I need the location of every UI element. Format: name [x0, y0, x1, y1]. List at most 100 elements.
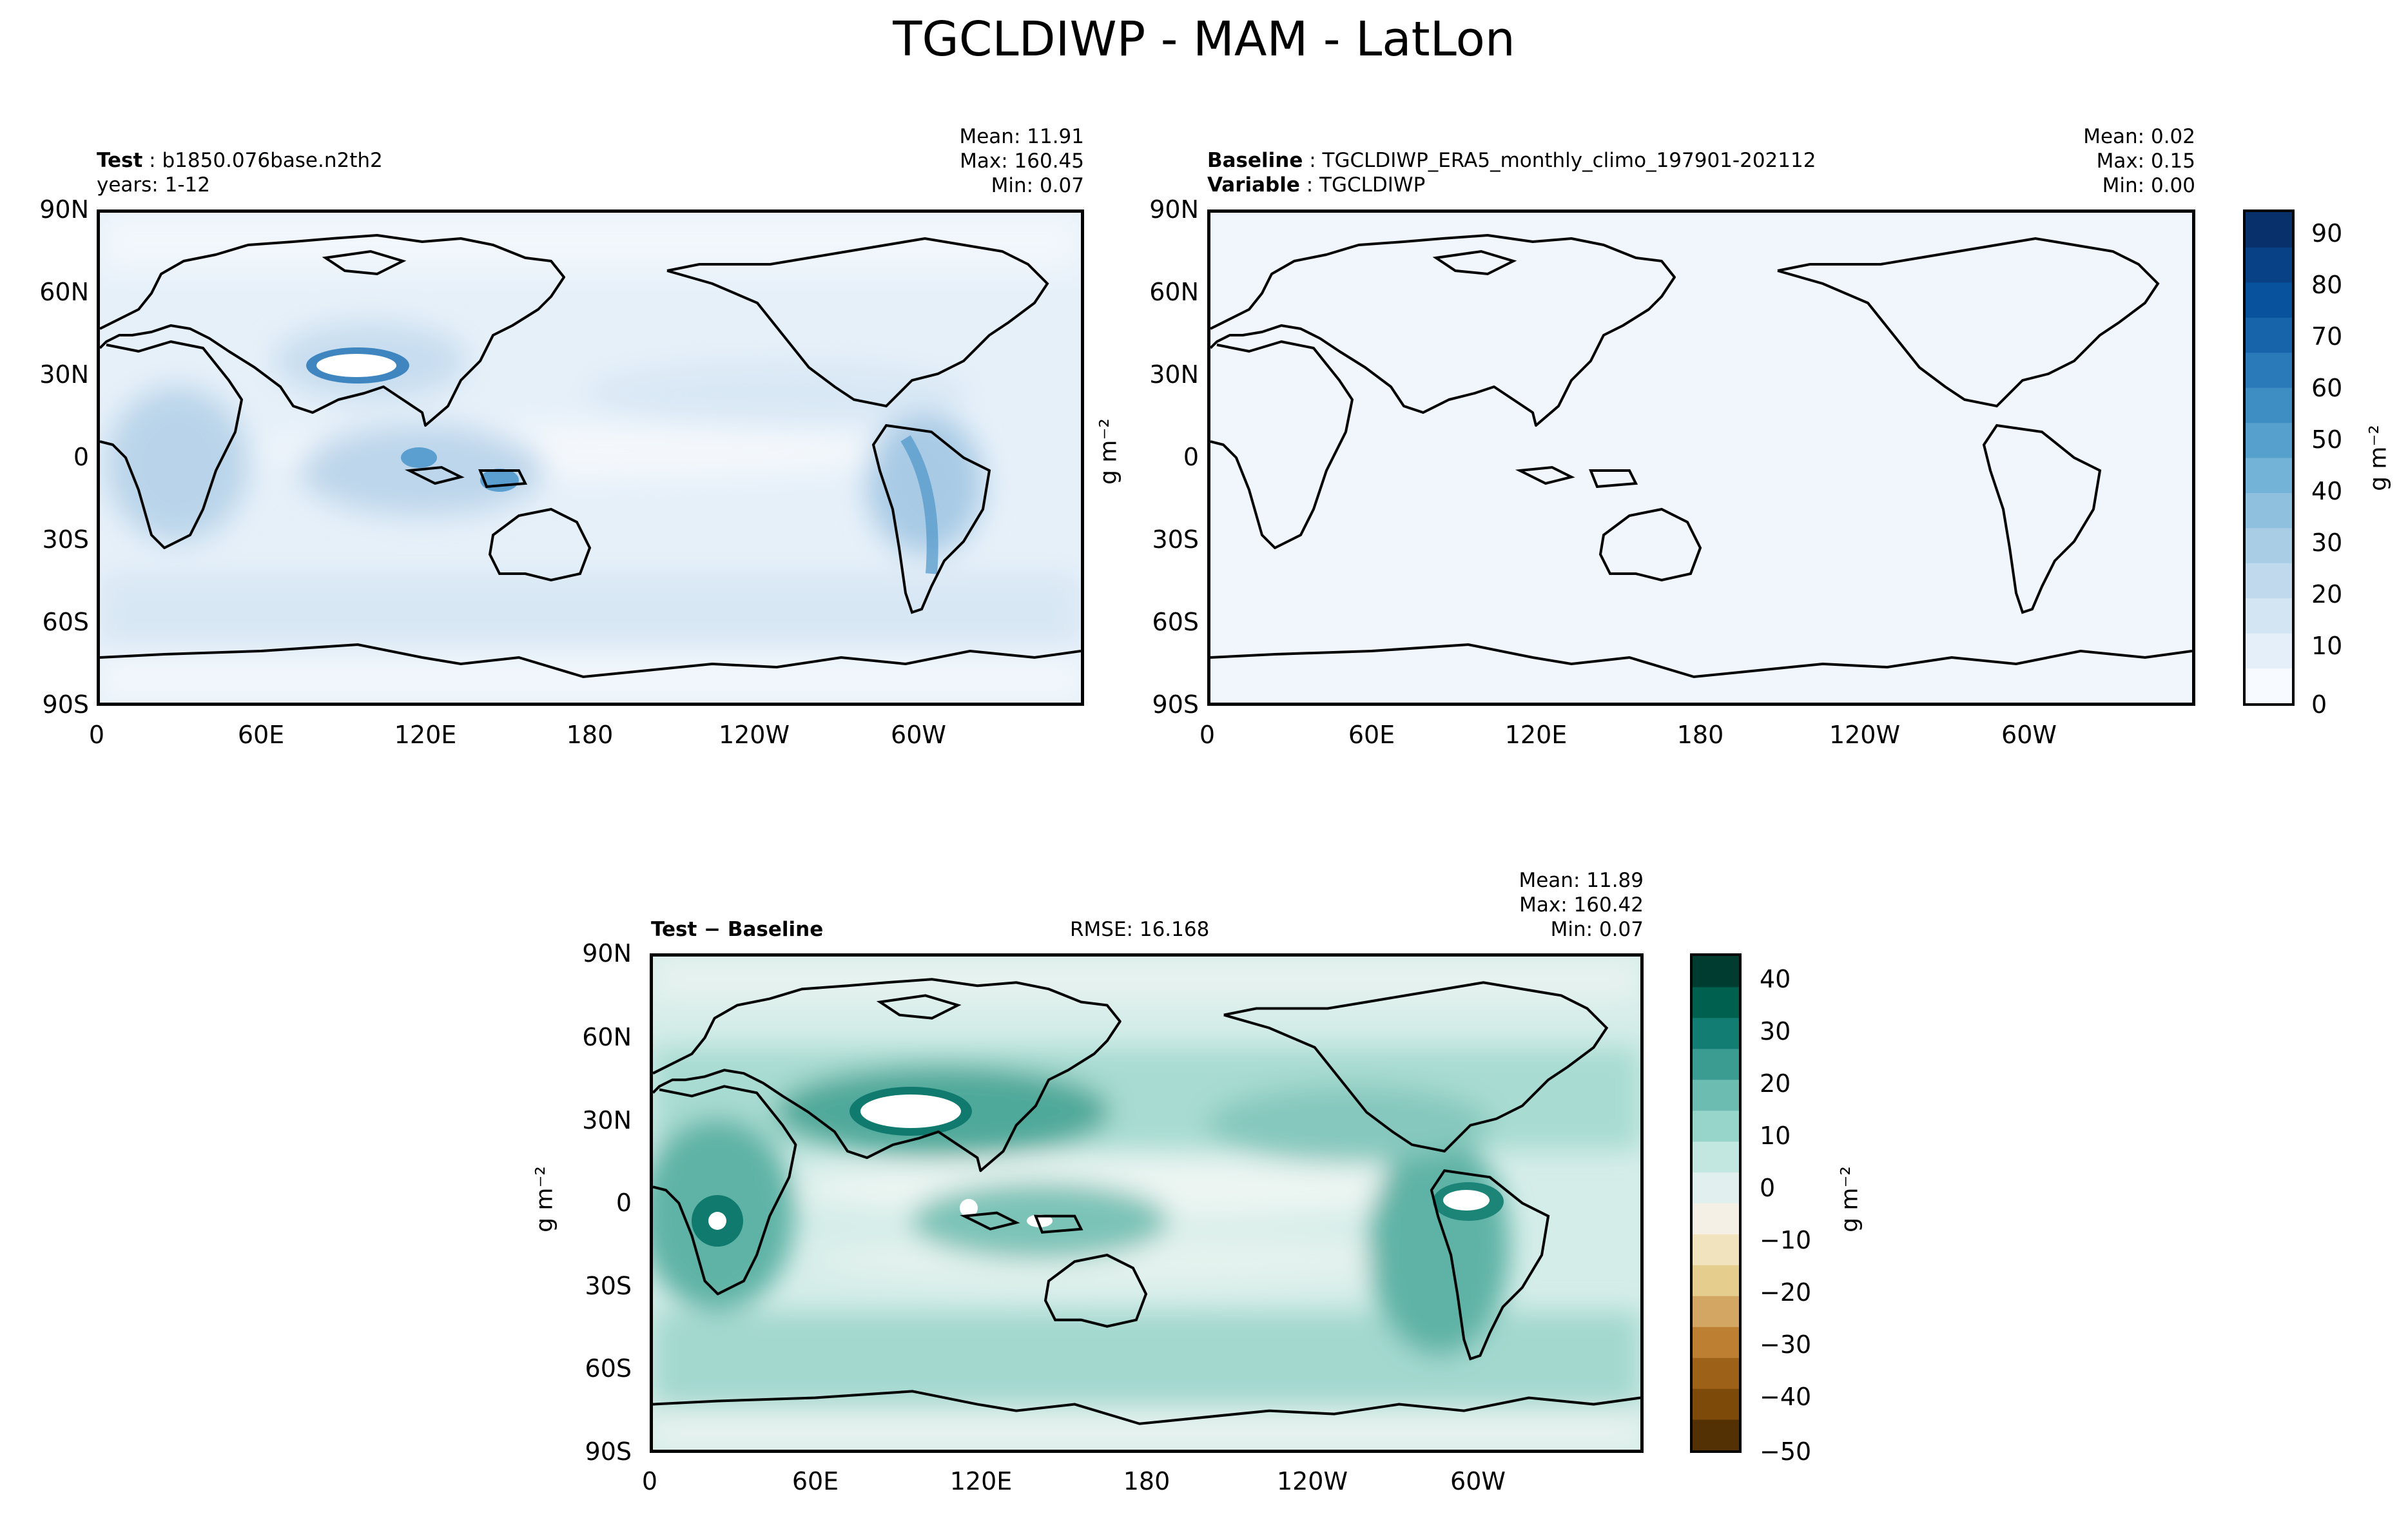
brbg-swatch — [1693, 1079, 1739, 1111]
diff-ytick: 60S — [585, 1354, 632, 1383]
baseline-ytick: 60N — [1149, 278, 1199, 306]
baseline-ytick: 90N — [1149, 195, 1199, 224]
baseline-header: Baseline : TGCLDIWP_ERA5_monthly_climo_1… — [1207, 149, 1816, 197]
diff-min: Min: 0.07 — [1550, 918, 1644, 941]
baseline-xtick: 60W — [2001, 721, 2057, 749]
diff-ytick: 90S — [585, 1437, 632, 1466]
blues-tick: 10 — [2311, 632, 2343, 660]
test-xtick: 60E — [237, 721, 285, 749]
blues-swatch — [2246, 282, 2292, 318]
brbg-swatch — [1693, 1048, 1739, 1080]
figure-title: TGCLDIWP - MAM - LatLon — [893, 12, 1515, 67]
brbg-swatch — [1693, 1172, 1739, 1203]
blues-swatch — [2246, 212, 2292, 248]
brbg-tick: −30 — [1760, 1330, 1812, 1359]
test-ytick: 90S — [42, 690, 89, 719]
test-mean: Mean: 11.91 — [959, 125, 1084, 148]
test-tibet-max — [316, 354, 396, 377]
test-ytick: 30S — [42, 525, 89, 554]
baseline-label: Baseline — [1207, 149, 1303, 172]
blues-swatch — [2246, 598, 2292, 634]
blues-tick: 0 — [2311, 690, 2327, 719]
blues-swatch — [2246, 422, 2292, 458]
brbg-swatch — [1693, 1357, 1739, 1389]
test-coastlines — [100, 234, 1081, 679]
brbg-tick: −50 — [1760, 1437, 1812, 1466]
baseline-max: Max: 0.15 — [2096, 150, 2195, 173]
blues-swatch — [2246, 527, 2292, 563]
baseline-xtick: 60E — [1348, 721, 1395, 749]
test-stats: Mean: 11.91 Max: 160.45 Min: 0.07 — [959, 124, 1084, 198]
brbg-tick: 20 — [1760, 1069, 1791, 1098]
brbg-tick: 0 — [1760, 1174, 1776, 1202]
diff-tibet-max — [860, 1095, 961, 1128]
test-xtick: 0 — [88, 721, 105, 749]
blues-swatch — [2246, 247, 2292, 283]
diff-map — [650, 953, 1644, 1453]
test-map — [97, 209, 1084, 706]
blues-tick: 80 — [2311, 271, 2343, 299]
diff-rmse: RMSE: 16.168 — [1070, 918, 1210, 941]
brbg-swatch — [1693, 1203, 1739, 1234]
diff-coastlines — [653, 979, 1640, 1425]
diff-ylabel: g m⁻² — [531, 1166, 558, 1232]
diff-stats: Mean: 11.89 Max: 160.42 Min: 0.07 — [1519, 868, 1644, 942]
test-ytick: 90N — [39, 195, 89, 224]
blues-swatch — [2246, 633, 2292, 669]
blues-swatch — [2246, 492, 2292, 529]
diff-xtick: 60E — [791, 1467, 839, 1495]
test-xtick: 60W — [891, 721, 946, 749]
baseline-map-svg — [1210, 234, 2192, 679]
brbg-swatch — [1693, 1110, 1739, 1142]
diff-ytick: 60N — [582, 1023, 632, 1051]
diff-mean: Mean: 11.89 — [1519, 869, 1644, 892]
baseline-xtick: 180 — [1676, 721, 1724, 749]
test-xtick: 180 — [566, 721, 614, 749]
baseline-ytick: 0 — [1183, 443, 1199, 471]
test-xtick: 120W — [718, 721, 790, 749]
baseline-map — [1207, 209, 2195, 706]
blues-tick: 20 — [2311, 580, 2343, 608]
baseline-ytick: 30N — [1149, 360, 1199, 389]
brbg-swatch — [1693, 956, 1739, 988]
test-xtick: 120E — [394, 721, 457, 749]
baseline-ytick: 30S — [1152, 525, 1199, 554]
baseline-ytick: 90S — [1152, 690, 1199, 719]
blues-swatch — [2246, 563, 2292, 599]
brbg-colorbar-label: g m⁻² — [1836, 1166, 1863, 1232]
brbg-swatch — [1693, 1296, 1739, 1327]
blues-tick: 50 — [2311, 425, 2343, 454]
diff-map-svg — [653, 957, 1640, 1450]
blues-colorbar-label: g m⁻² — [2365, 425, 2392, 491]
brbg-tick: −10 — [1760, 1226, 1812, 1254]
brbg-swatch — [1693, 1141, 1739, 1173]
brbg-tick: 40 — [1760, 965, 1791, 993]
baseline-xtick: 120E — [1504, 721, 1568, 749]
baseline-coastlines — [1210, 234, 2192, 679]
baseline-min: Min: 0.00 — [2102, 174, 2195, 197]
brbg-swatch — [1693, 1327, 1739, 1358]
diff-ytick: 30S — [585, 1272, 632, 1300]
diff-ytick: 90N — [582, 939, 632, 968]
brbg-tick: −20 — [1760, 1278, 1812, 1307]
test-label: Test — [97, 149, 143, 172]
brbg-swatch — [1693, 1388, 1739, 1420]
brbg-swatch — [1693, 1419, 1739, 1450]
baseline-mean: Mean: 0.02 — [2083, 125, 2195, 148]
test-min: Min: 0.07 — [991, 174, 1084, 197]
variable-label: Variable — [1207, 173, 1300, 197]
brbg-colorbar-svg — [1693, 956, 1739, 1450]
brbg-swatch — [1693, 986, 1739, 1018]
blues-swatch — [2246, 352, 2292, 388]
baseline-ylabel: g m⁻² — [1095, 418, 1122, 485]
diff-ytick: 30N — [582, 1106, 632, 1134]
blues-swatch — [2246, 458, 2292, 493]
baseline-case: TGCLDIWP_ERA5_monthly_climo_197901-20211… — [1322, 149, 1816, 172]
blues-tick: 30 — [2311, 529, 2343, 557]
brbg-tick: −40 — [1760, 1383, 1812, 1411]
test-ytick: 60S — [42, 608, 89, 636]
test-years: years: 1-12 — [97, 173, 210, 197]
diff-xtick: 60W — [1450, 1467, 1506, 1495]
test-ytick: 0 — [73, 443, 89, 471]
brbg-swatch — [1693, 1017, 1739, 1049]
